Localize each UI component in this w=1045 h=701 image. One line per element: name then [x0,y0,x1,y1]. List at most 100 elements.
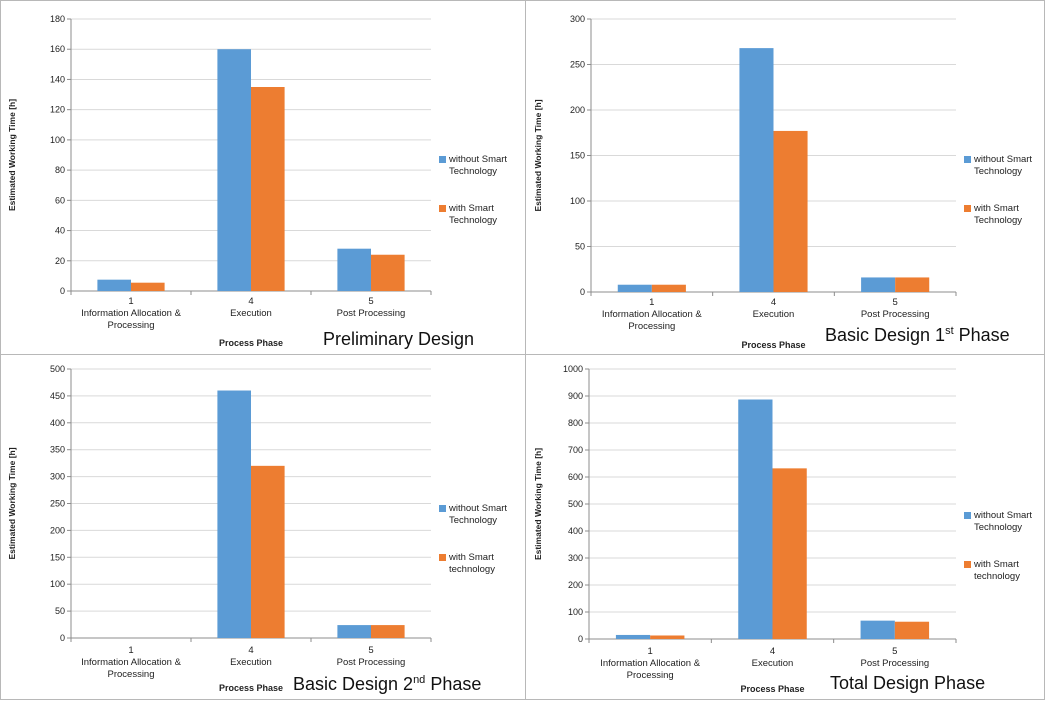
y-tick-label: 600 [568,472,583,482]
legend-label: Technology [449,515,497,526]
y-tick-label: 80 [55,165,65,175]
category-label: Execution [230,657,272,668]
y-tick-label: 450 [50,391,65,401]
category-label: 4 [770,646,775,657]
y-axis-title: Estimated Working Time [h] [7,447,17,559]
x-axis-title: Process Phase [219,683,283,693]
chart-caption: Total Design Phase [830,673,985,693]
chart-group: 0 50 100 150 200 250 300 350 400 450 500 1Informati… [7,364,507,694]
bar-with-smart [251,87,285,291]
y-tick-label: 150 [50,552,65,562]
legend-label: Technology [974,215,1022,226]
y-tick-label: 50 [55,606,65,616]
y-tick-label: 100 [568,607,583,617]
bar-with-smart [371,625,405,638]
category-label: Information Allocation & [602,309,702,320]
y-tick-label: 300 [568,553,583,563]
category-label: Post Processing [861,658,930,669]
category-label: 1 [648,646,653,657]
category-label: 5 [893,297,898,308]
chart-panel-preliminary-design: 0 20 40 60 80 100 120 140 160 180 1 Information All… [0,0,526,355]
y-tick-label: 50 [575,242,585,252]
bar-with-smart [773,130,808,292]
y-tick-label: 0 [578,634,583,644]
y-tick-label: 400 [568,526,583,536]
y-tick-label: 300 [570,14,585,24]
legend-label: Technology [449,166,497,177]
legend-label: Technology [974,522,1022,533]
bar-without-smart [861,277,896,292]
category-label: Processing [108,669,155,680]
y-tick-label: 20 [55,256,65,266]
legend-label: with Smart [448,552,494,563]
legend-label: Technology [974,166,1022,177]
legend-label: without Smart [973,510,1032,521]
y-axis-title: Estimated Working Time [h] [7,99,17,211]
category-label: 1 [128,645,133,656]
chart-panel-total-design-phase: 0 100 200 300 400 500 600 700 800 900 1000 1 Informa… [525,354,1045,700]
category-label: Information Allocation & [600,658,700,669]
legend-swatch [439,205,446,212]
y-tick-label: 60 [55,195,65,205]
category-label: 4 [771,297,776,308]
category-label: Information Allocation & [81,657,181,668]
y-tick-label: 100 [50,579,65,589]
legend-label: with Smart [973,559,1019,570]
y-tick-label: 500 [568,499,583,509]
y-tick-label: 200 [570,105,585,115]
y-tick-label: 800 [568,418,583,428]
y-tick-label: 200 [568,580,583,590]
y-tick-label: 160 [50,44,65,54]
bar-without-smart [217,390,251,638]
legend-swatch [964,205,971,212]
y-tick-label: 500 [50,364,65,374]
chart-caption: Basic Design 2nd Phase [293,674,481,694]
category-label: 1 [649,297,654,308]
legend-swatch [964,156,971,163]
category-label: Post Processing [337,308,406,319]
y-tick-label: 250 [50,499,65,509]
bar-with-smart [772,468,807,639]
bar-without-smart [739,48,774,293]
y-tick-label: 700 [568,445,583,455]
y-tick-label: 350 [50,445,65,455]
chart-caption: Preliminary Design [323,329,474,349]
legend-label: without Smart [973,154,1032,165]
bar-with-smart [131,282,165,291]
category-label: 5 [368,645,373,656]
category-label: 4 [248,645,253,656]
category-label: Execution [230,308,272,319]
y-tick-label: 120 [50,105,65,115]
legend-swatch [964,561,971,568]
y-tick-label: 140 [50,74,65,84]
category-label: Post Processing [861,309,930,320]
category-label: 4 [248,296,253,307]
bar-without-smart [617,284,652,292]
legend-swatch [439,156,446,163]
bar-without-smart [337,625,371,638]
y-tick-label: 1000 [563,364,583,374]
legend-swatch [439,554,446,561]
category-label: 1 [128,296,133,307]
category-label: Processing [628,321,675,332]
legend-label: with Smart [448,203,494,214]
bar-without-smart [860,620,895,639]
y-tick-label: 400 [50,418,65,428]
category-label: Information Allocation & [81,308,181,319]
y-axis-title: Estimated Working Time [h] [533,99,543,211]
bar-without-smart [615,634,651,639]
y-tick-label: 250 [570,60,585,70]
category-label: Post Processing [337,657,406,668]
bar-without-smart [217,49,251,291]
y-tick-label: 100 [50,135,65,145]
bar-with-smart [650,635,685,639]
bar-with-smart [651,284,686,292]
chart-caption: Basic Design 1st Phase [825,325,1010,345]
y-tick-label: 0 [580,287,585,297]
x-axis-title: Process Phase [740,684,804,694]
legend-label: technology [974,571,1020,582]
legend-label: technology [449,564,495,575]
